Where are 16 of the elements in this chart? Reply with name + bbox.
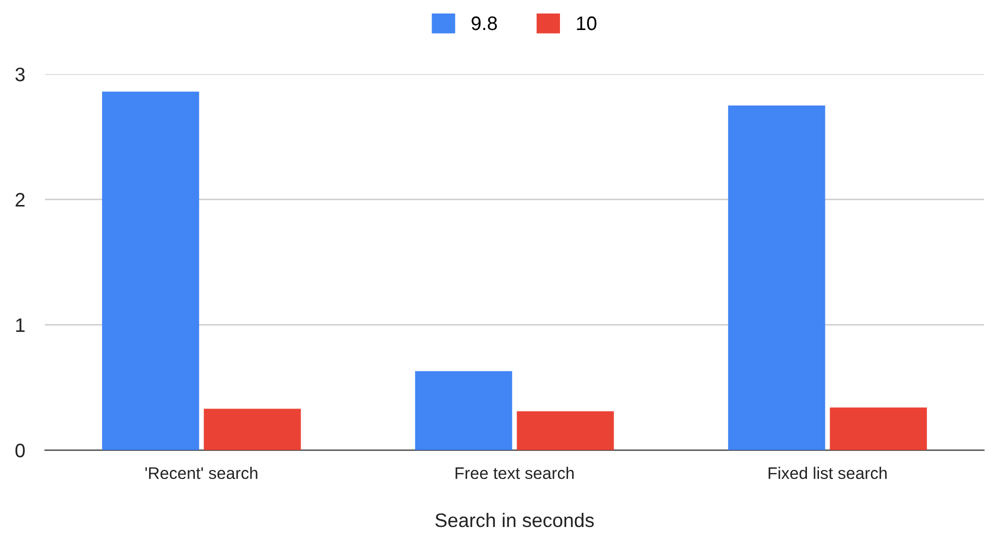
bar — [415, 371, 512, 450]
x-axis-title: Search in seconds — [435, 512, 594, 528]
x-tick-label: Fixed list search — [768, 466, 887, 480]
y-tick-label: 2 — [16, 192, 25, 206]
bar — [516, 411, 614, 450]
x-tick-label: Free text search — [456, 466, 574, 480]
bar — [102, 92, 200, 450]
bar — [204, 408, 301, 450]
y-tick-label: 3 — [15, 68, 25, 82]
legend-label: 10 — [577, 16, 596, 30]
bar — [728, 105, 826, 450]
legend-label: 9.8 — [472, 16, 497, 30]
y-tick-label: 0 — [15, 444, 25, 458]
x-tick-label: 'Recent' search — [145, 466, 258, 480]
bar — [830, 408, 927, 450]
y-tick-label: 1 — [16, 318, 25, 332]
